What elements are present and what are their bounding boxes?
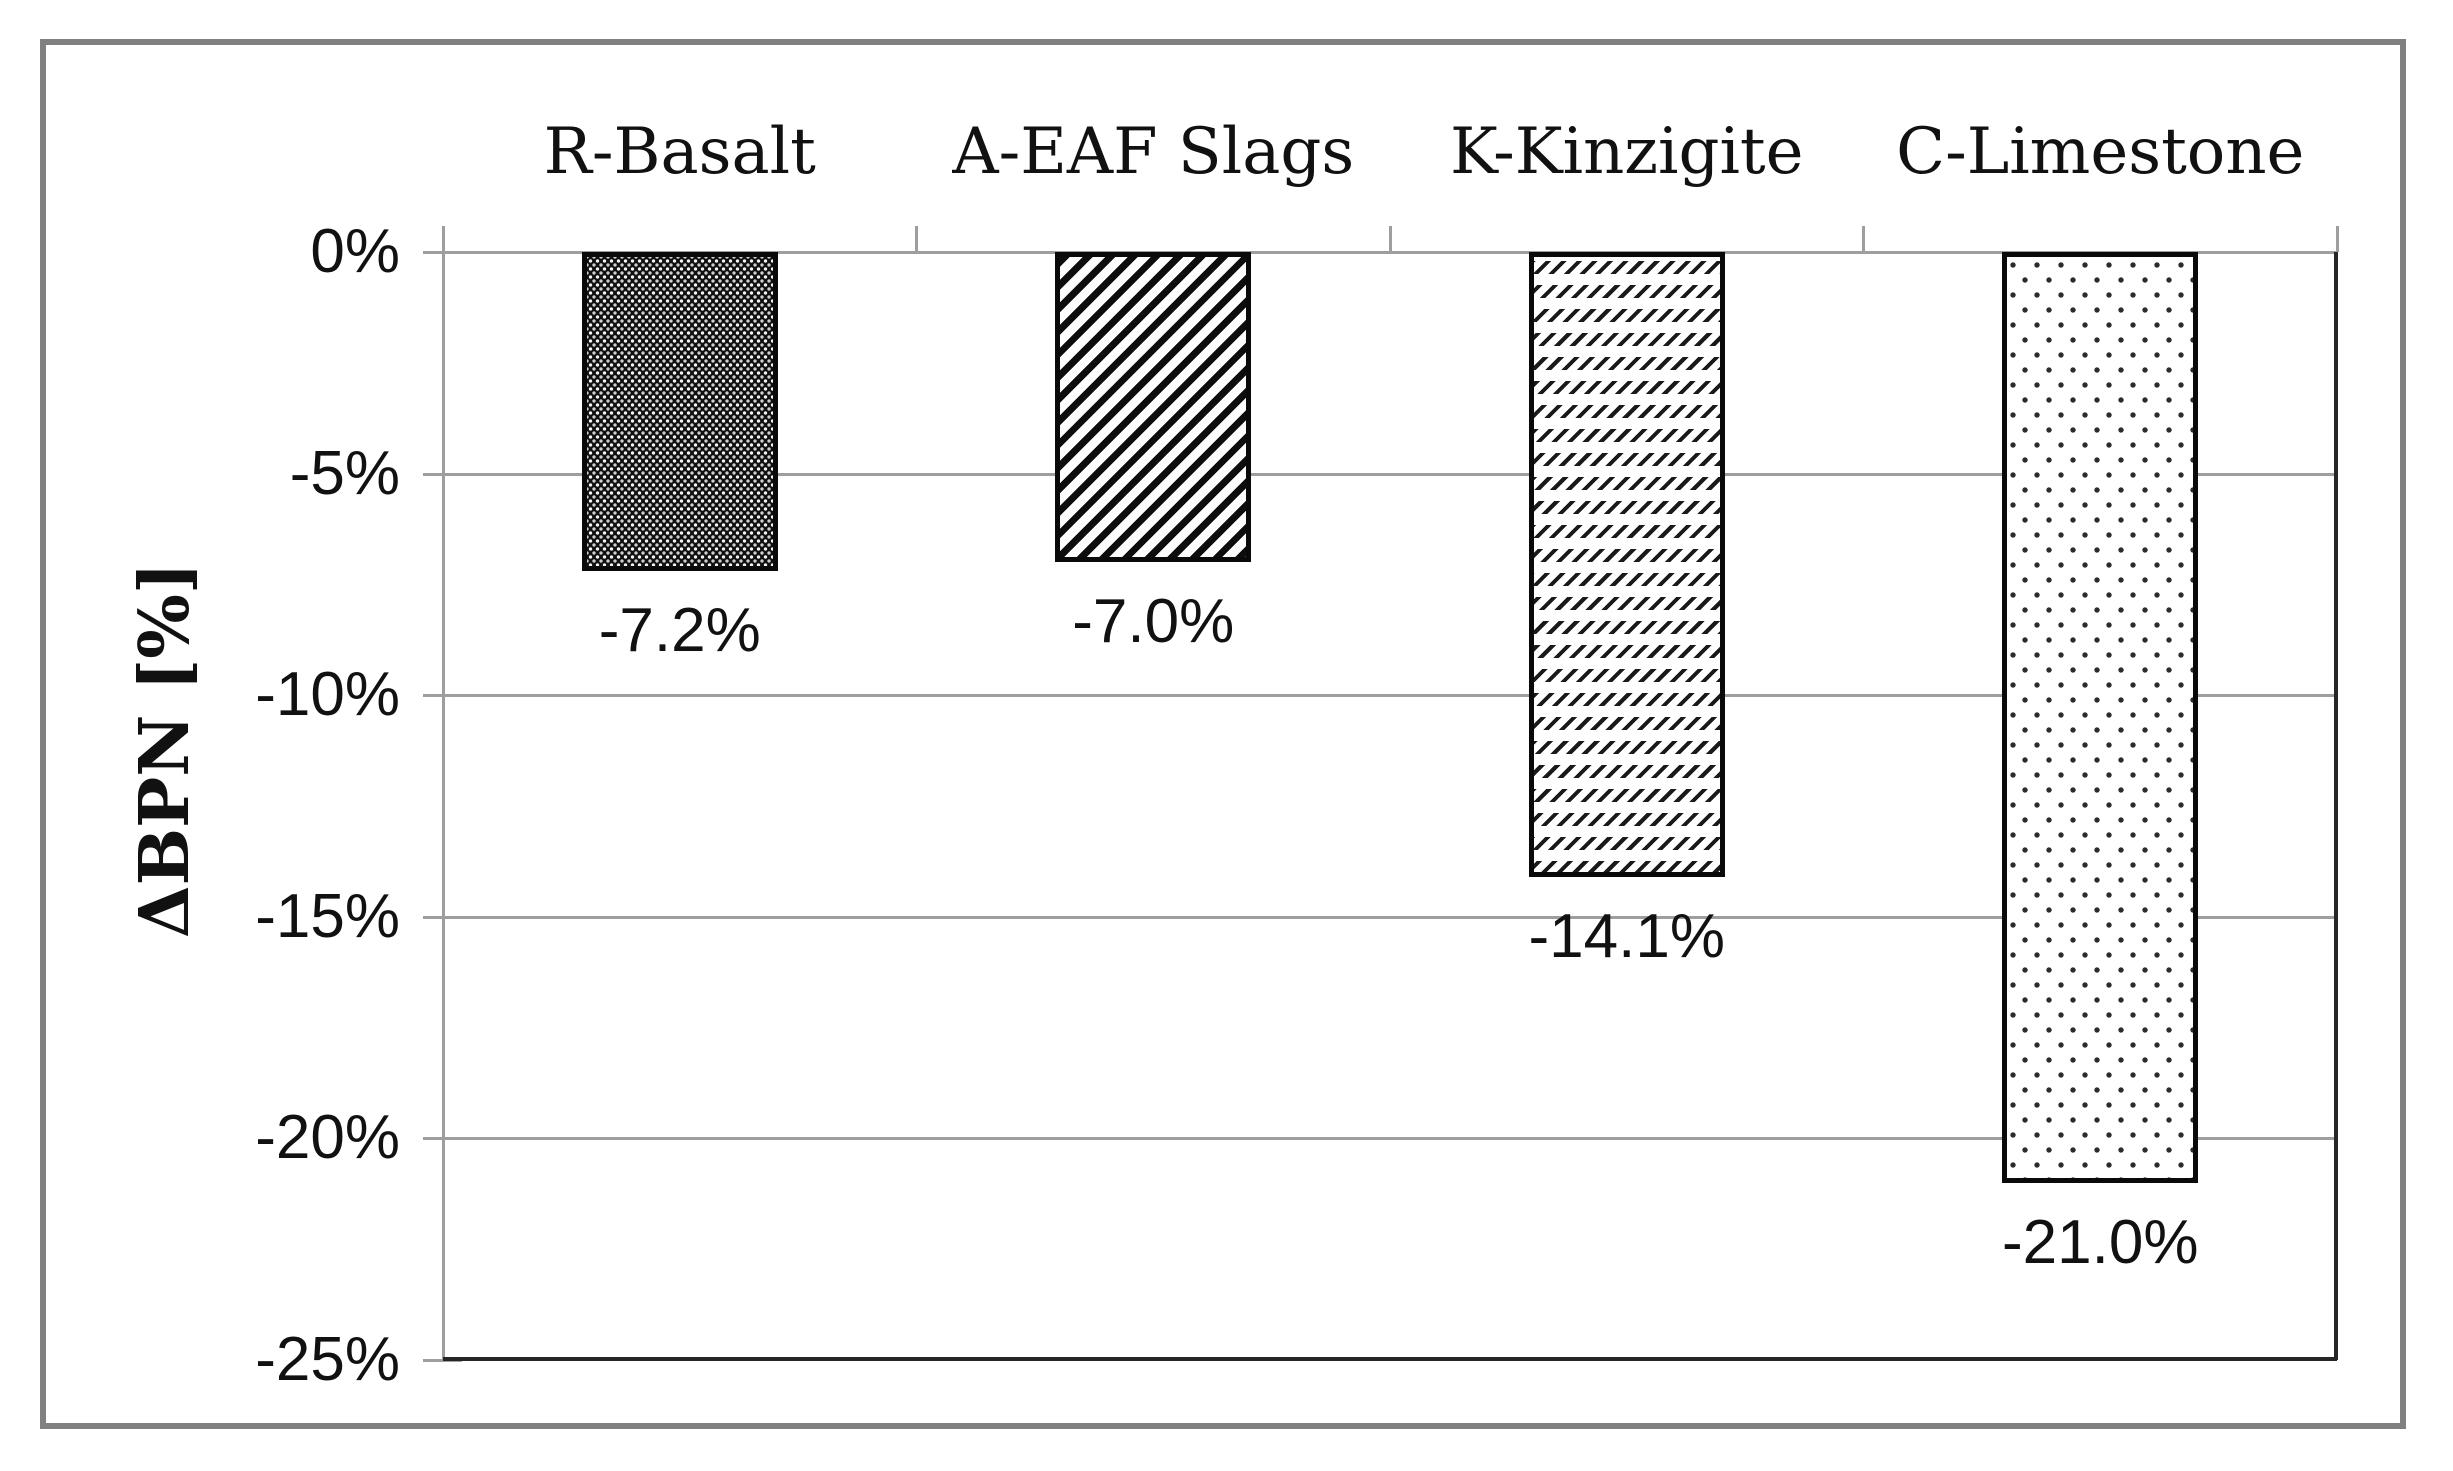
bar-value-label: -14.1% xyxy=(1528,901,1725,971)
y-tick-label: 0% xyxy=(310,217,400,286)
category-boundary-tick xyxy=(2335,226,2339,252)
y-tick-label: -25% xyxy=(255,1325,400,1394)
y-tick-label: -5% xyxy=(289,438,400,508)
gridline-0% xyxy=(443,251,2337,254)
category-boundary-tick xyxy=(915,226,918,252)
category-boundary-tick xyxy=(1388,226,1392,252)
gridline--20% xyxy=(443,1137,2337,1141)
y-tick-label: -15% xyxy=(255,881,400,951)
plot-right-border xyxy=(2334,252,2338,1360)
bar-value-label: -21.0% xyxy=(2002,1207,2199,1277)
y-tick-label: -10% xyxy=(255,660,400,730)
category-label: C-Limestone xyxy=(1896,115,2305,189)
y-tick-label: -20% xyxy=(255,1103,400,1173)
y-axis-line xyxy=(442,226,445,1360)
bar-value-label: -7.2% xyxy=(598,596,761,666)
gridline--10% xyxy=(443,694,2337,698)
category-boundary-tick xyxy=(1862,226,1865,252)
bar-K-Kinzigite xyxy=(1528,252,1725,877)
bar-A-EAF Slags xyxy=(1055,252,1252,563)
category-label: A-EAF Slags xyxy=(952,115,1355,189)
bar-C-Limestone xyxy=(2002,252,2199,1183)
category-label: R-Basalt xyxy=(543,115,816,189)
y-axis-tick xyxy=(423,1359,462,1362)
bar-R-Basalt xyxy=(581,252,778,572)
bar-value-label: -7.0% xyxy=(1072,587,1235,657)
plot-bottom-border xyxy=(443,1357,2337,1361)
gridline--15% xyxy=(443,915,2337,919)
gridline--5% xyxy=(443,472,2337,476)
category-label: K-Kinzigite xyxy=(1450,115,1804,189)
